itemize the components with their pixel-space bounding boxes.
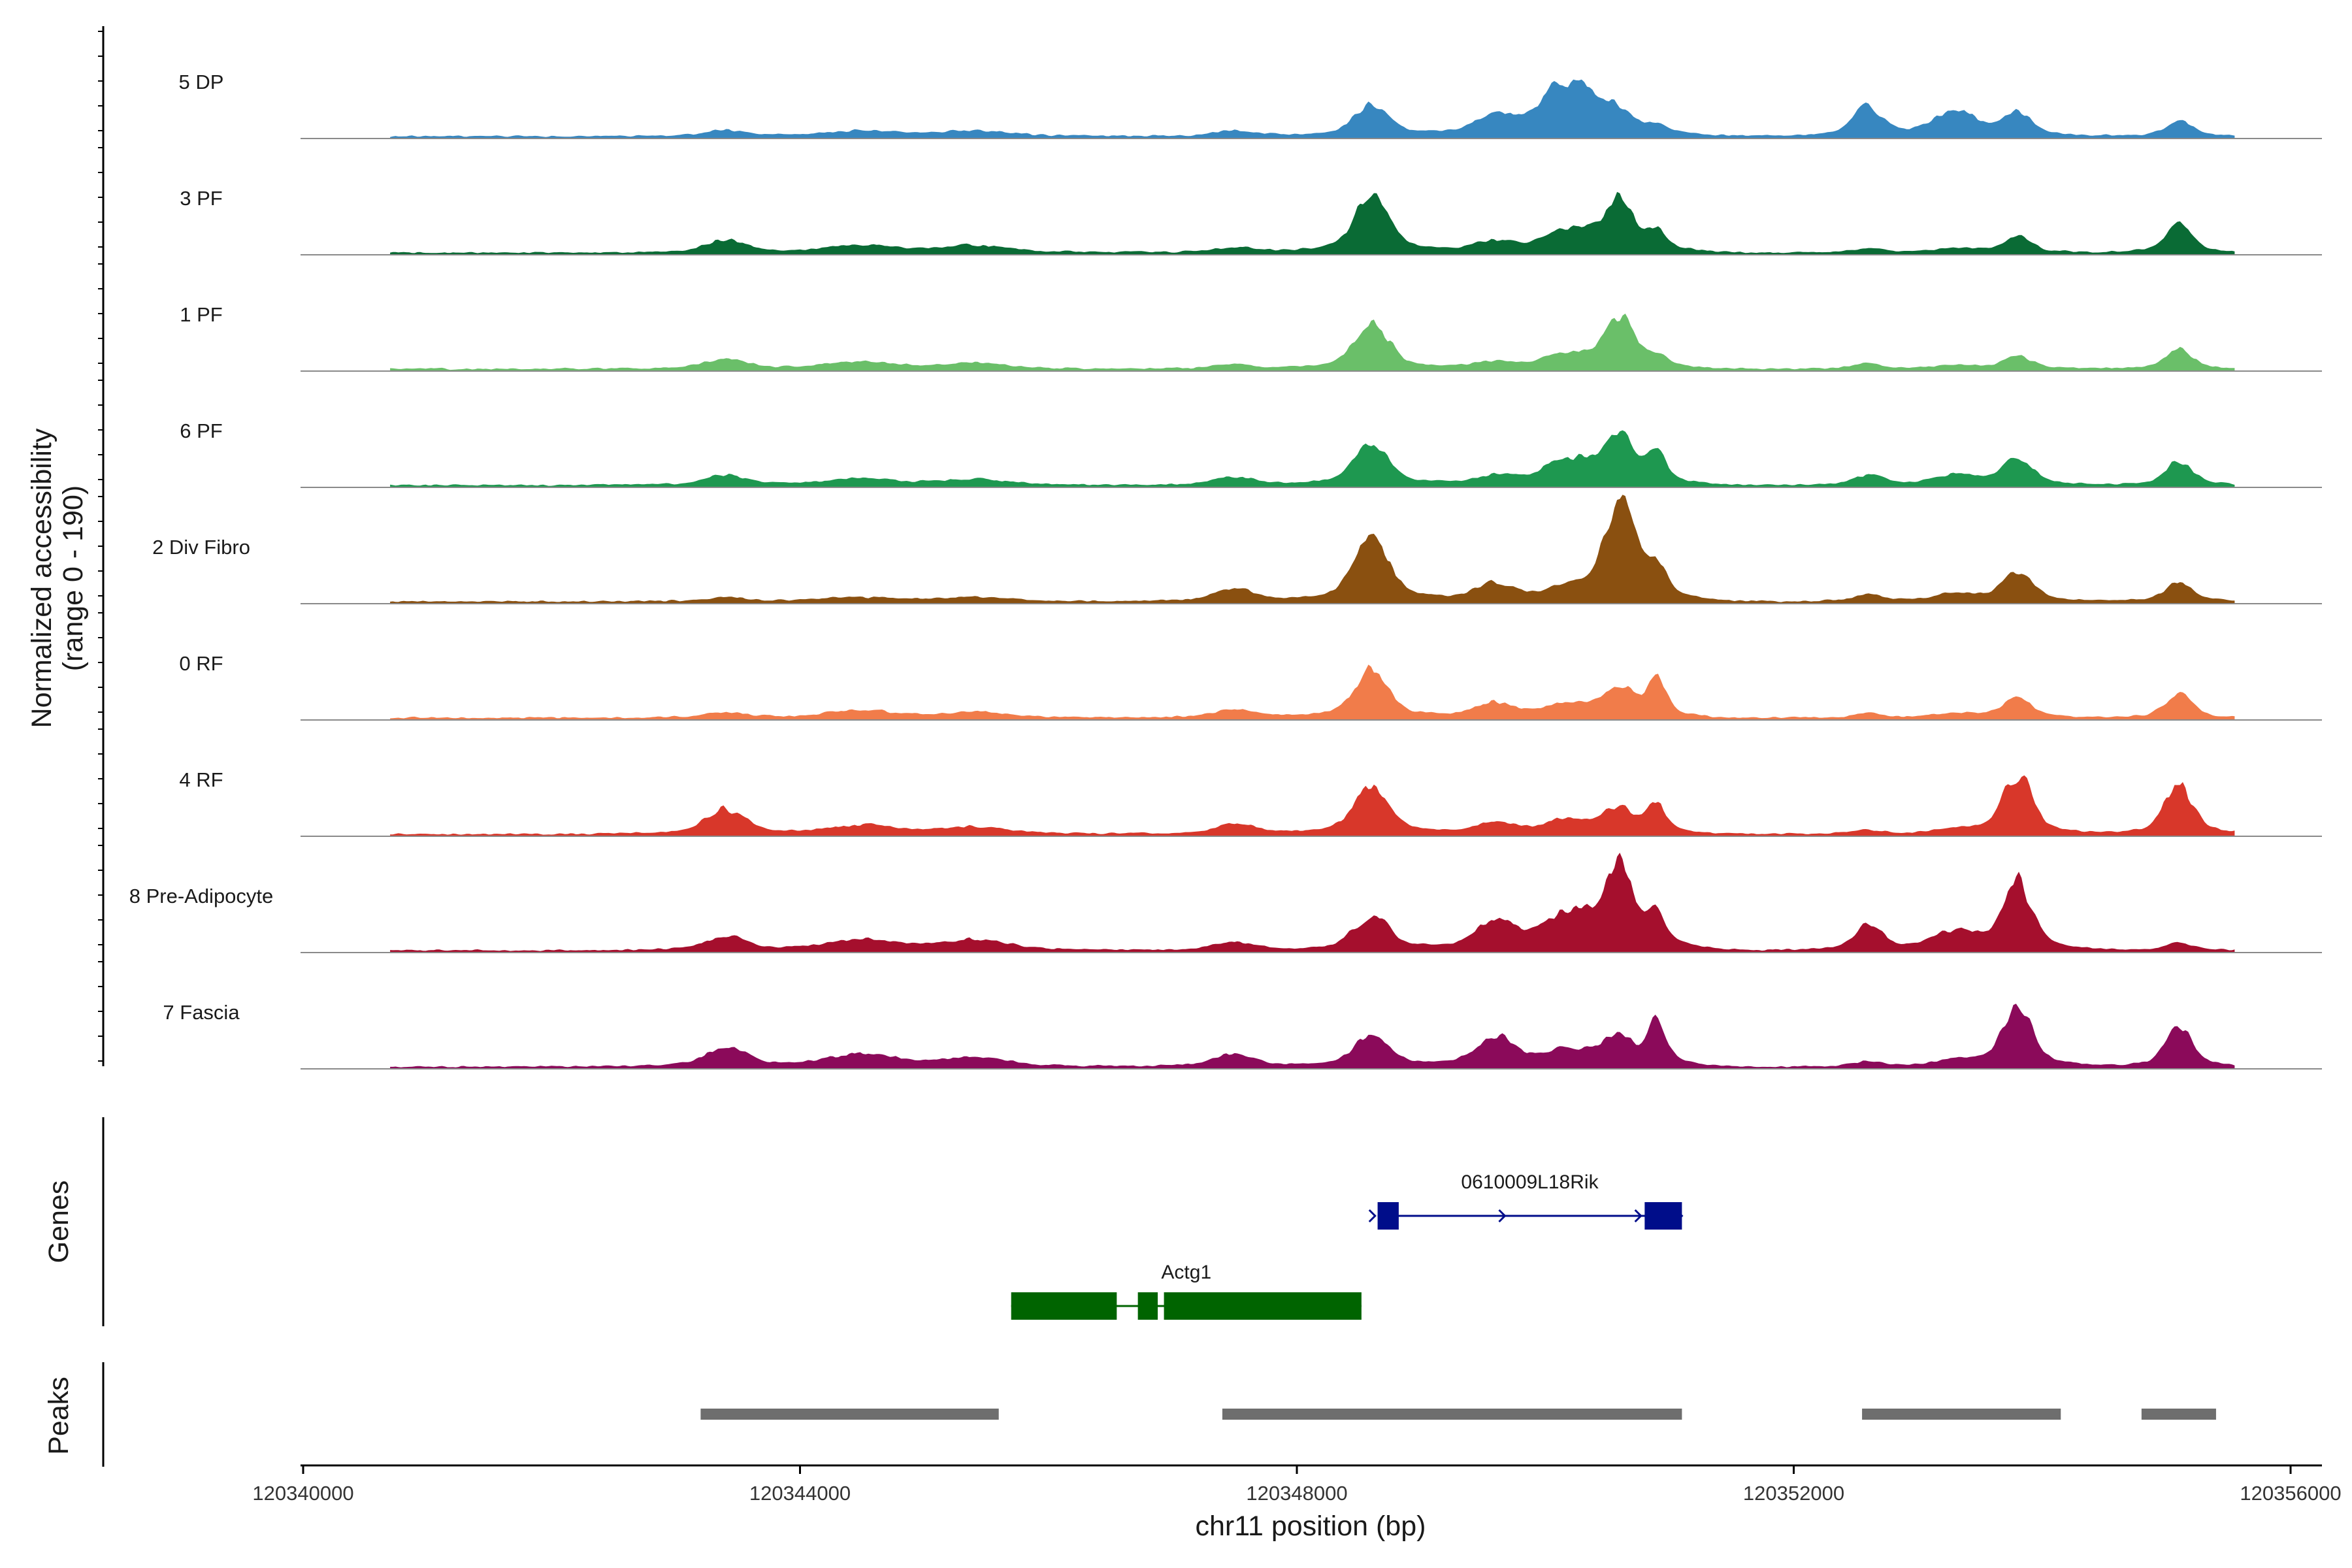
strand-arrow: [1634, 1209, 1642, 1223]
track-label: 6 PF: [180, 419, 222, 442]
peak-bar: [2141, 1409, 2216, 1420]
x-tick-label: 120348000: [1246, 1482, 1347, 1505]
coverage-area-9: [390, 1004, 2235, 1069]
peak-bar: [1862, 1409, 2061, 1420]
track-label: 8 Pre-Adipocyte: [129, 885, 274, 907]
x-tick-label: 120356000: [2240, 1482, 2341, 1505]
coverage-area-6: [390, 664, 2235, 720]
x-tick-label: 120340000: [252, 1482, 353, 1505]
x-tick-label: 120352000: [1743, 1482, 1844, 1505]
peak-bar: [700, 1409, 999, 1420]
coverage-tracks: 5 DP 3 PF 1 PF 6 PF 2 Div Fibro 0 RF 4 RF 8 Pre…: [129, 71, 2322, 1070]
coverage-area-4: [390, 430, 2235, 487]
gene-label: Actg1: [1161, 1262, 1211, 1283]
y-axis-label: Normalized accessibility: [26, 428, 57, 728]
track-label: 3 PF: [180, 187, 222, 210]
track-label: 1 PF: [180, 303, 222, 326]
x-tick-label: 120344000: [749, 1482, 851, 1505]
track-label: 2 Div Fibro: [152, 536, 250, 559]
peaks-panel: [700, 1409, 2216, 1420]
y-axis-range-label: (range 0 - 190): [57, 485, 89, 671]
genes-panel: 0610009L18Rik Actg1: [1011, 1171, 1684, 1320]
gene-exon: [1164, 1292, 1362, 1320]
track-label: 5 DP: [179, 71, 224, 93]
strand-arrow: [1368, 1209, 1377, 1223]
track-label: 4 RF: [179, 768, 223, 791]
coverage-area-3: [390, 314, 2235, 371]
x-axis-label: chr11 position (bp): [1196, 1511, 1426, 1542]
coverage-area-5: [390, 495, 2235, 604]
track-label: 0 RF: [179, 652, 223, 675]
coverage-area-7: [390, 775, 2235, 836]
y-axis: [98, 26, 105, 1467]
coverage-area-8: [390, 853, 2235, 953]
coverage-area-2: [390, 191, 2235, 255]
gene-exon: [1377, 1202, 1399, 1230]
peak-bar: [1222, 1409, 1682, 1420]
peaks-axis-label: Peaks: [43, 1377, 74, 1455]
gene-label: 0610009L18Rik: [1461, 1171, 1599, 1193]
coverage-area-1: [390, 79, 2235, 139]
gene-exon: [1644, 1202, 1682, 1230]
strand-arrow: [1498, 1209, 1507, 1223]
gene-exon: [1011, 1292, 1117, 1320]
track-label: 7 Fascia: [163, 1001, 240, 1024]
gene-exon: [1137, 1292, 1158, 1320]
strand-arrow: [1675, 1209, 1684, 1223]
genes-axis-label: Genes: [43, 1181, 74, 1264]
x-axis: 120340000 120344000 120348000 120352000 1203…: [252, 1464, 2342, 1505]
